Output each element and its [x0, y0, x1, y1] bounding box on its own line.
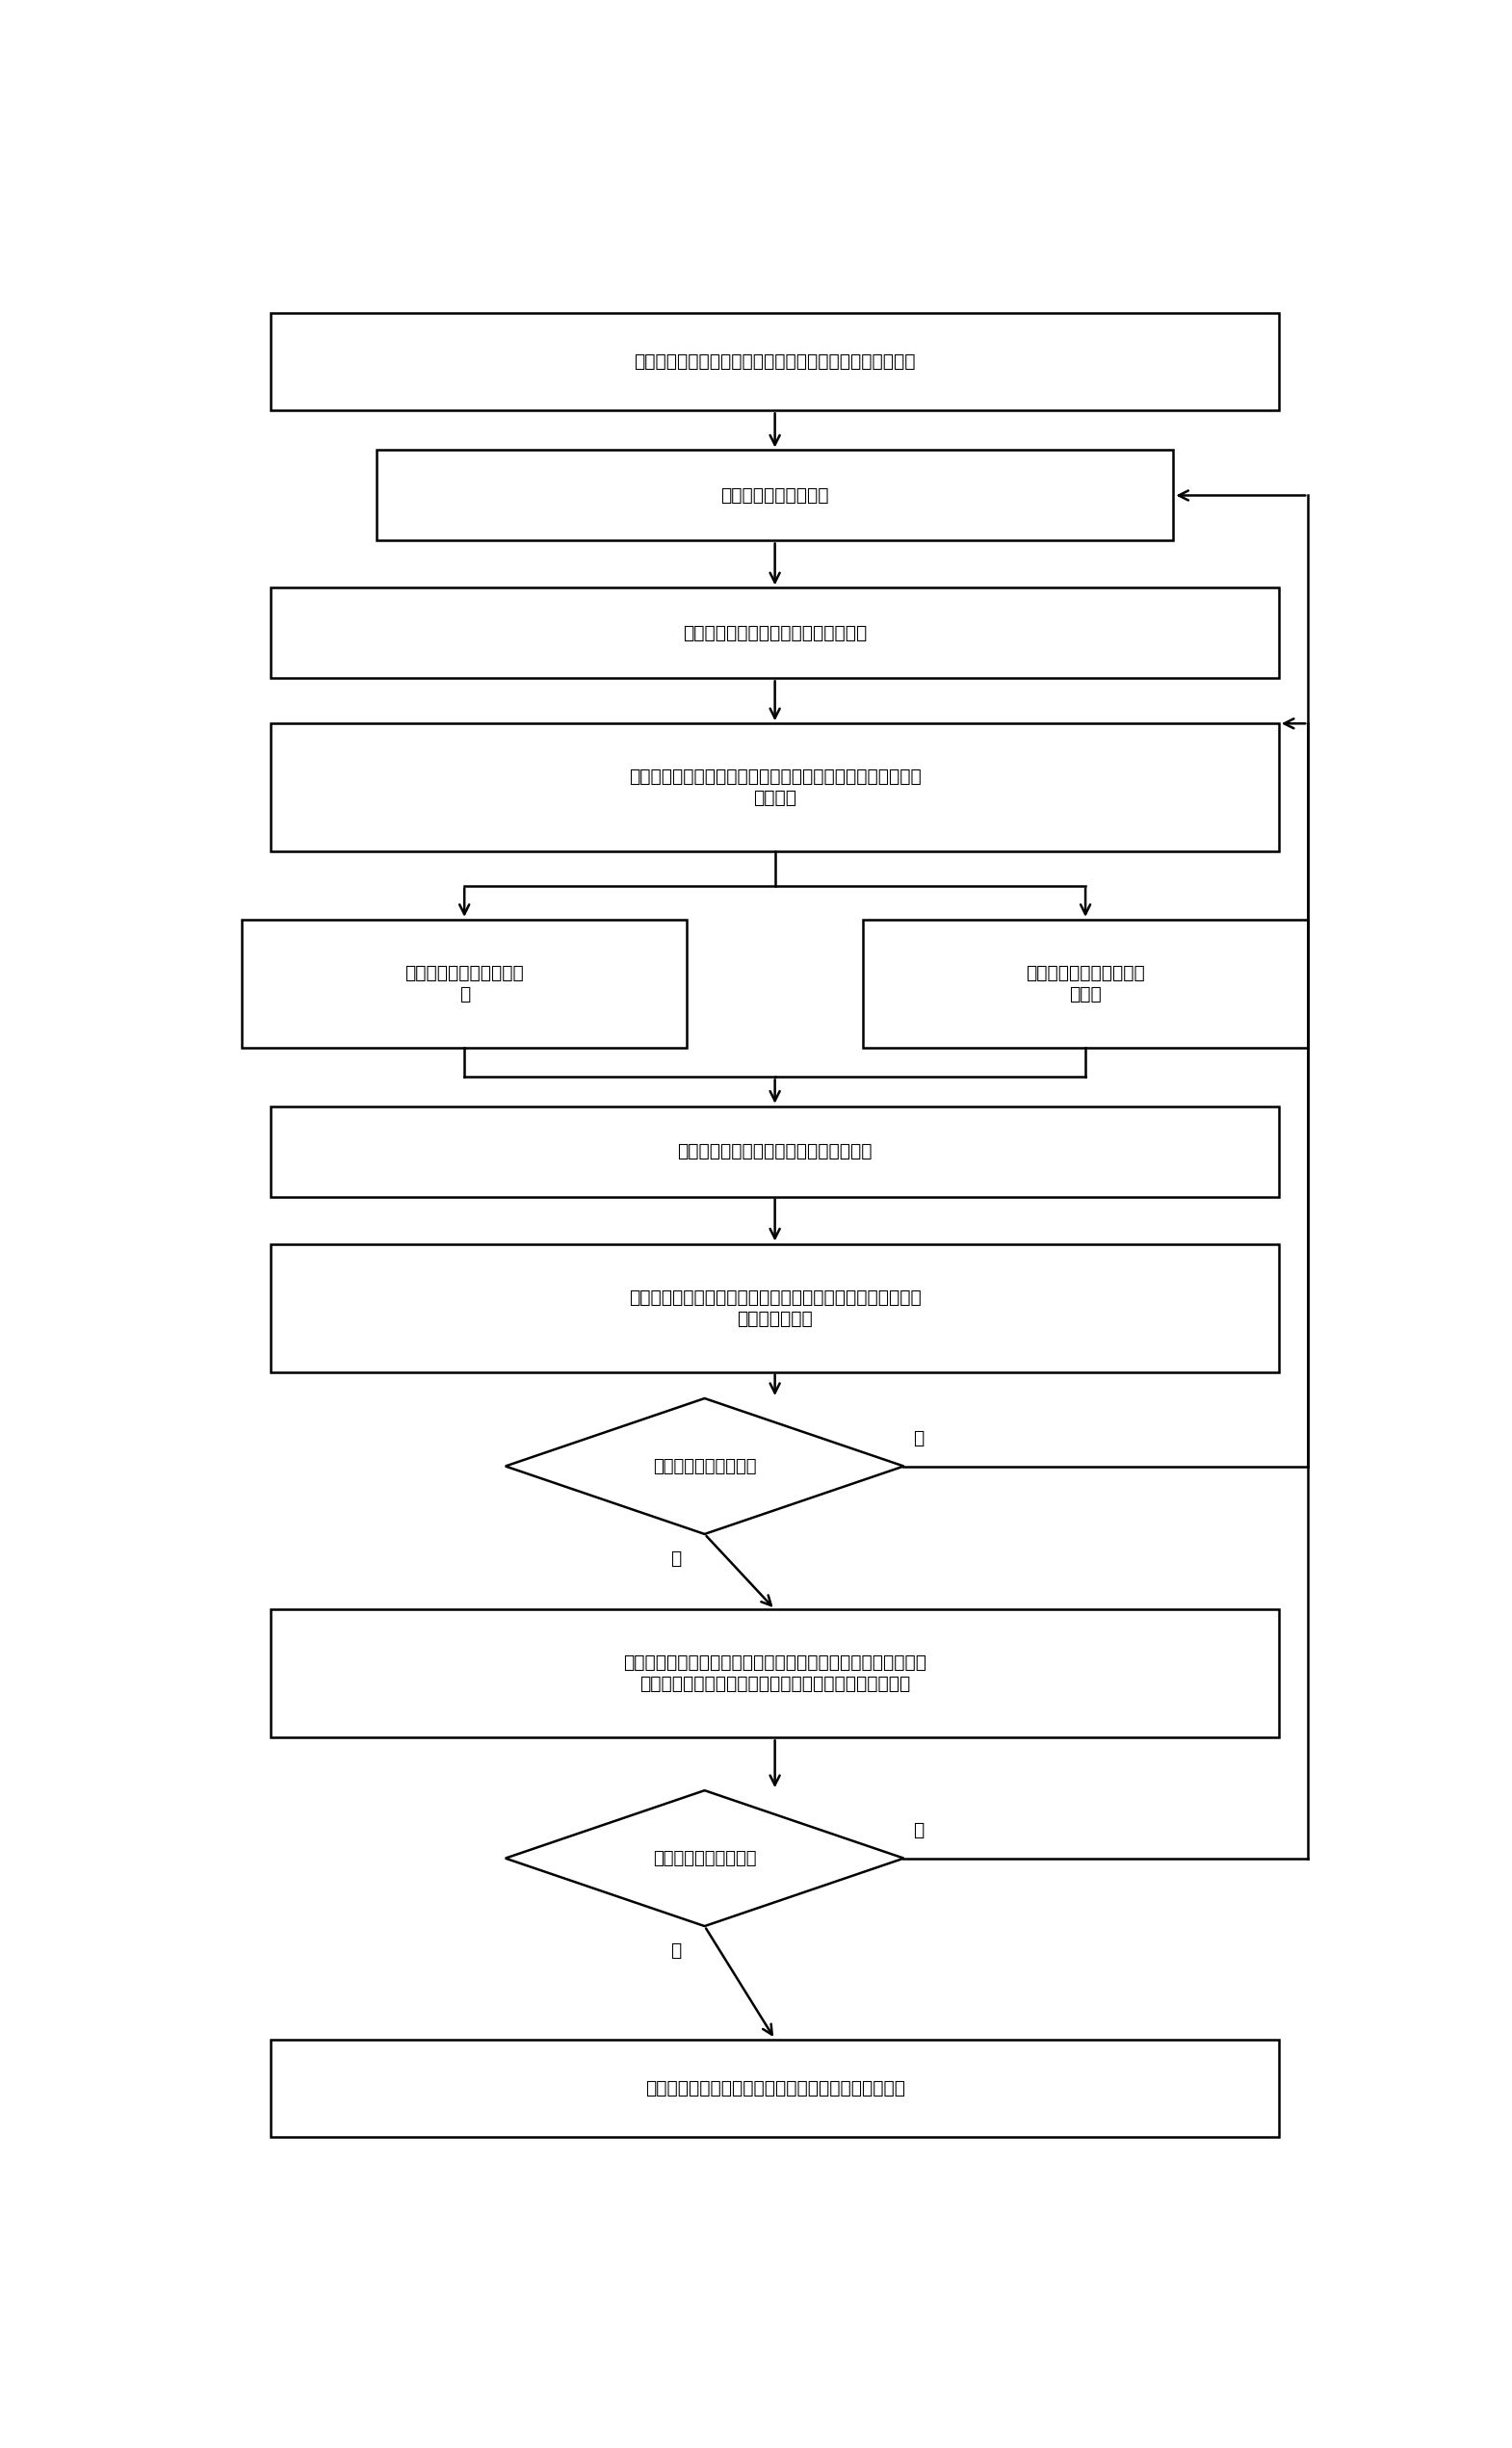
Text: 输出所有快拍采样下得到的最优位置做出动态跟踪曲线: 输出所有快拍采样下得到的最优位置做出动态跟踪曲线: [646, 2078, 904, 2098]
Text: 群行为更新速度和量子位
置: 群行为更新速度和量子位 置: [405, 965, 525, 1004]
Polygon shape: [505, 1398, 904, 1535]
Text: 否: 否: [913, 1821, 924, 1838]
Bar: [271, 1106, 1279, 1197]
Text: 量子形势知识指导更新量
子位置: 量子形势知识指导更新量 子位置: [1025, 965, 1145, 1004]
Text: 是否达到最大迭代次数: 是否达到最大迭代次数: [653, 1457, 756, 1474]
Bar: [271, 2039, 1279, 2137]
Text: 计算每个大雁当前量子位置的适应度值: 计算每个大雁当前量子位置的适应度值: [683, 624, 866, 641]
Polygon shape: [505, 1789, 904, 1927]
Text: 确定雁群中的的全局最优量子位置、局部最优量子位置和量子
形势知识: 确定雁群中的的全局最优量子位置、局部最优量子位置和量子 形势知识: [629, 769, 921, 808]
Text: 否: 否: [913, 1430, 924, 1447]
Bar: [271, 1244, 1279, 1371]
Bar: [271, 313, 1279, 411]
Text: 计算每个大雁所得到新量子位置的适应度: 计算每个大雁所得到新量子位置的适应度: [677, 1143, 872, 1160]
Text: 是: 是: [670, 1550, 680, 1567]
Text: 是: 是: [670, 1941, 680, 1958]
Bar: [271, 725, 1279, 852]
Bar: [271, 1608, 1279, 1738]
Text: 所有大雁初始状态确定: 所有大雁初始状态确定: [721, 487, 829, 504]
Bar: [271, 588, 1279, 678]
Bar: [863, 920, 1308, 1048]
Text: 接收的数据进行无穷范数归一化和构造扩展分数低阶协方差: 接收的数据进行无穷范数归一化和构造扩展分数低阶协方差: [634, 353, 916, 370]
Text: 更新每只大雁的局部最优量子位置、雁群的全局最优量子位置
和量子规范知识: 更新每只大雁的局部最优量子位置、雁群的全局最优量子位置 和量子规范知识: [629, 1288, 921, 1327]
Bar: [242, 920, 686, 1048]
Text: 是否达到最大跟踪次数: 是否达到最大跟踪次数: [653, 1851, 756, 1868]
Bar: [376, 450, 1173, 541]
Text: 记录全局最优位置为该快拍下最优估计值，获得新的快拍采样的
接收数据，更新扩展分数低阶协方差矩阵，更新搜索空间: 记录全局最优位置为该快拍下最优估计值，获得新的快拍采样的 接收数据，更新扩展分数…: [623, 1655, 927, 1694]
